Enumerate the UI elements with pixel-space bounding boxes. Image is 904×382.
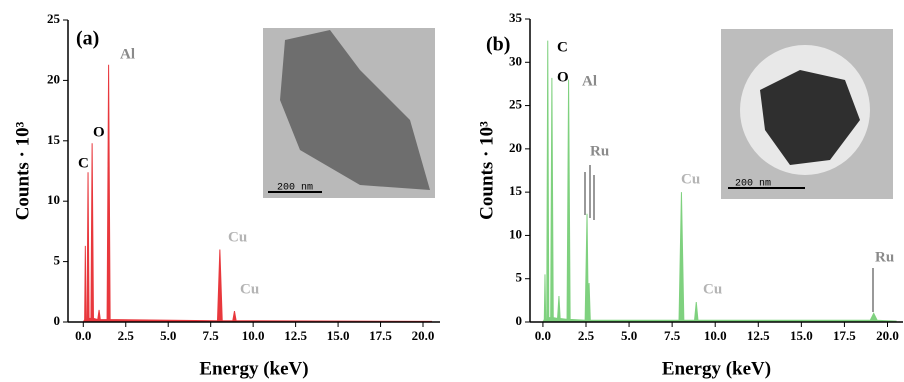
y-tick-label: 0: [54, 313, 61, 328]
peak-label: Al: [120, 46, 135, 62]
peak-label: Cu: [681, 171, 700, 187]
scale-bar-label: 200 nm: [735, 179, 771, 190]
x-tick-label: 17.5: [369, 328, 392, 343]
x-tick-label: 5.0: [160, 328, 176, 343]
spectrum: [82, 64, 433, 323]
peak-label: Cu: [703, 281, 722, 297]
peak-label: C: [557, 39, 568, 55]
x-tick-label: 0.0: [75, 328, 91, 343]
y-tick-label: 25: [509, 97, 523, 112]
x-tick-label: 10.0: [704, 328, 727, 343]
x-tick-label: 20.0: [412, 328, 435, 343]
x-tick-label: 17.5: [833, 328, 856, 343]
y-tick-label: 30: [509, 53, 522, 68]
x-tick-label: 15.0: [327, 328, 350, 343]
x-tick-label: 12.5: [284, 328, 307, 343]
inset-b: [721, 29, 893, 199]
y-tick-label: 35: [509, 10, 523, 25]
scale-bar-label: 200 nm: [277, 183, 313, 194]
peak-label: O: [93, 124, 105, 140]
y-tick-label: 5: [516, 270, 523, 285]
peak-label: Cu: [240, 281, 259, 297]
x-axis-label: Energy (keV): [199, 358, 308, 379]
x-tick-label: 5.0: [621, 328, 637, 343]
spectrum: [542, 40, 897, 323]
x-tick-label: 7.5: [203, 328, 220, 343]
x-tick-label: 7.5: [664, 328, 681, 343]
peak-label: C: [78, 155, 89, 171]
x-tick-label: 2.5: [578, 328, 595, 343]
y-tick-label: 20: [47, 71, 60, 86]
x-tick-label: 0.0: [535, 328, 551, 343]
y-axis-label: Counts · 10³: [476, 121, 497, 220]
peak-label: Ru: [590, 143, 609, 159]
x-tick-label: 20.0: [876, 328, 899, 343]
panel-label: (b): [486, 34, 510, 56]
y-tick-label: 20: [509, 140, 522, 155]
y-tick-label: 25: [47, 11, 61, 26]
y-tick-label: 10: [509, 226, 522, 241]
peak-label: Cu: [228, 229, 247, 245]
y-tick-label: 15: [509, 183, 523, 198]
peak-label: O: [557, 69, 569, 85]
panel-label: (a): [76, 28, 99, 50]
y-tick-label: 15: [47, 132, 61, 147]
peak-label: Al: [582, 73, 597, 89]
peak-label: Ru: [875, 249, 894, 265]
y-tick-label: 5: [54, 253, 61, 268]
x-tick-label: 15.0: [790, 328, 813, 343]
x-tick-label: 2.5: [118, 328, 135, 343]
x-tick-label: 10.0: [242, 328, 265, 343]
x-axis-label: Energy (keV): [662, 358, 771, 379]
y-axis-label: Counts · 10³: [12, 121, 33, 220]
inset-a: [263, 28, 435, 198]
y-tick-label: 0: [516, 313, 523, 328]
y-tick-label: 10: [47, 192, 60, 207]
x-tick-label: 12.5: [747, 328, 770, 343]
